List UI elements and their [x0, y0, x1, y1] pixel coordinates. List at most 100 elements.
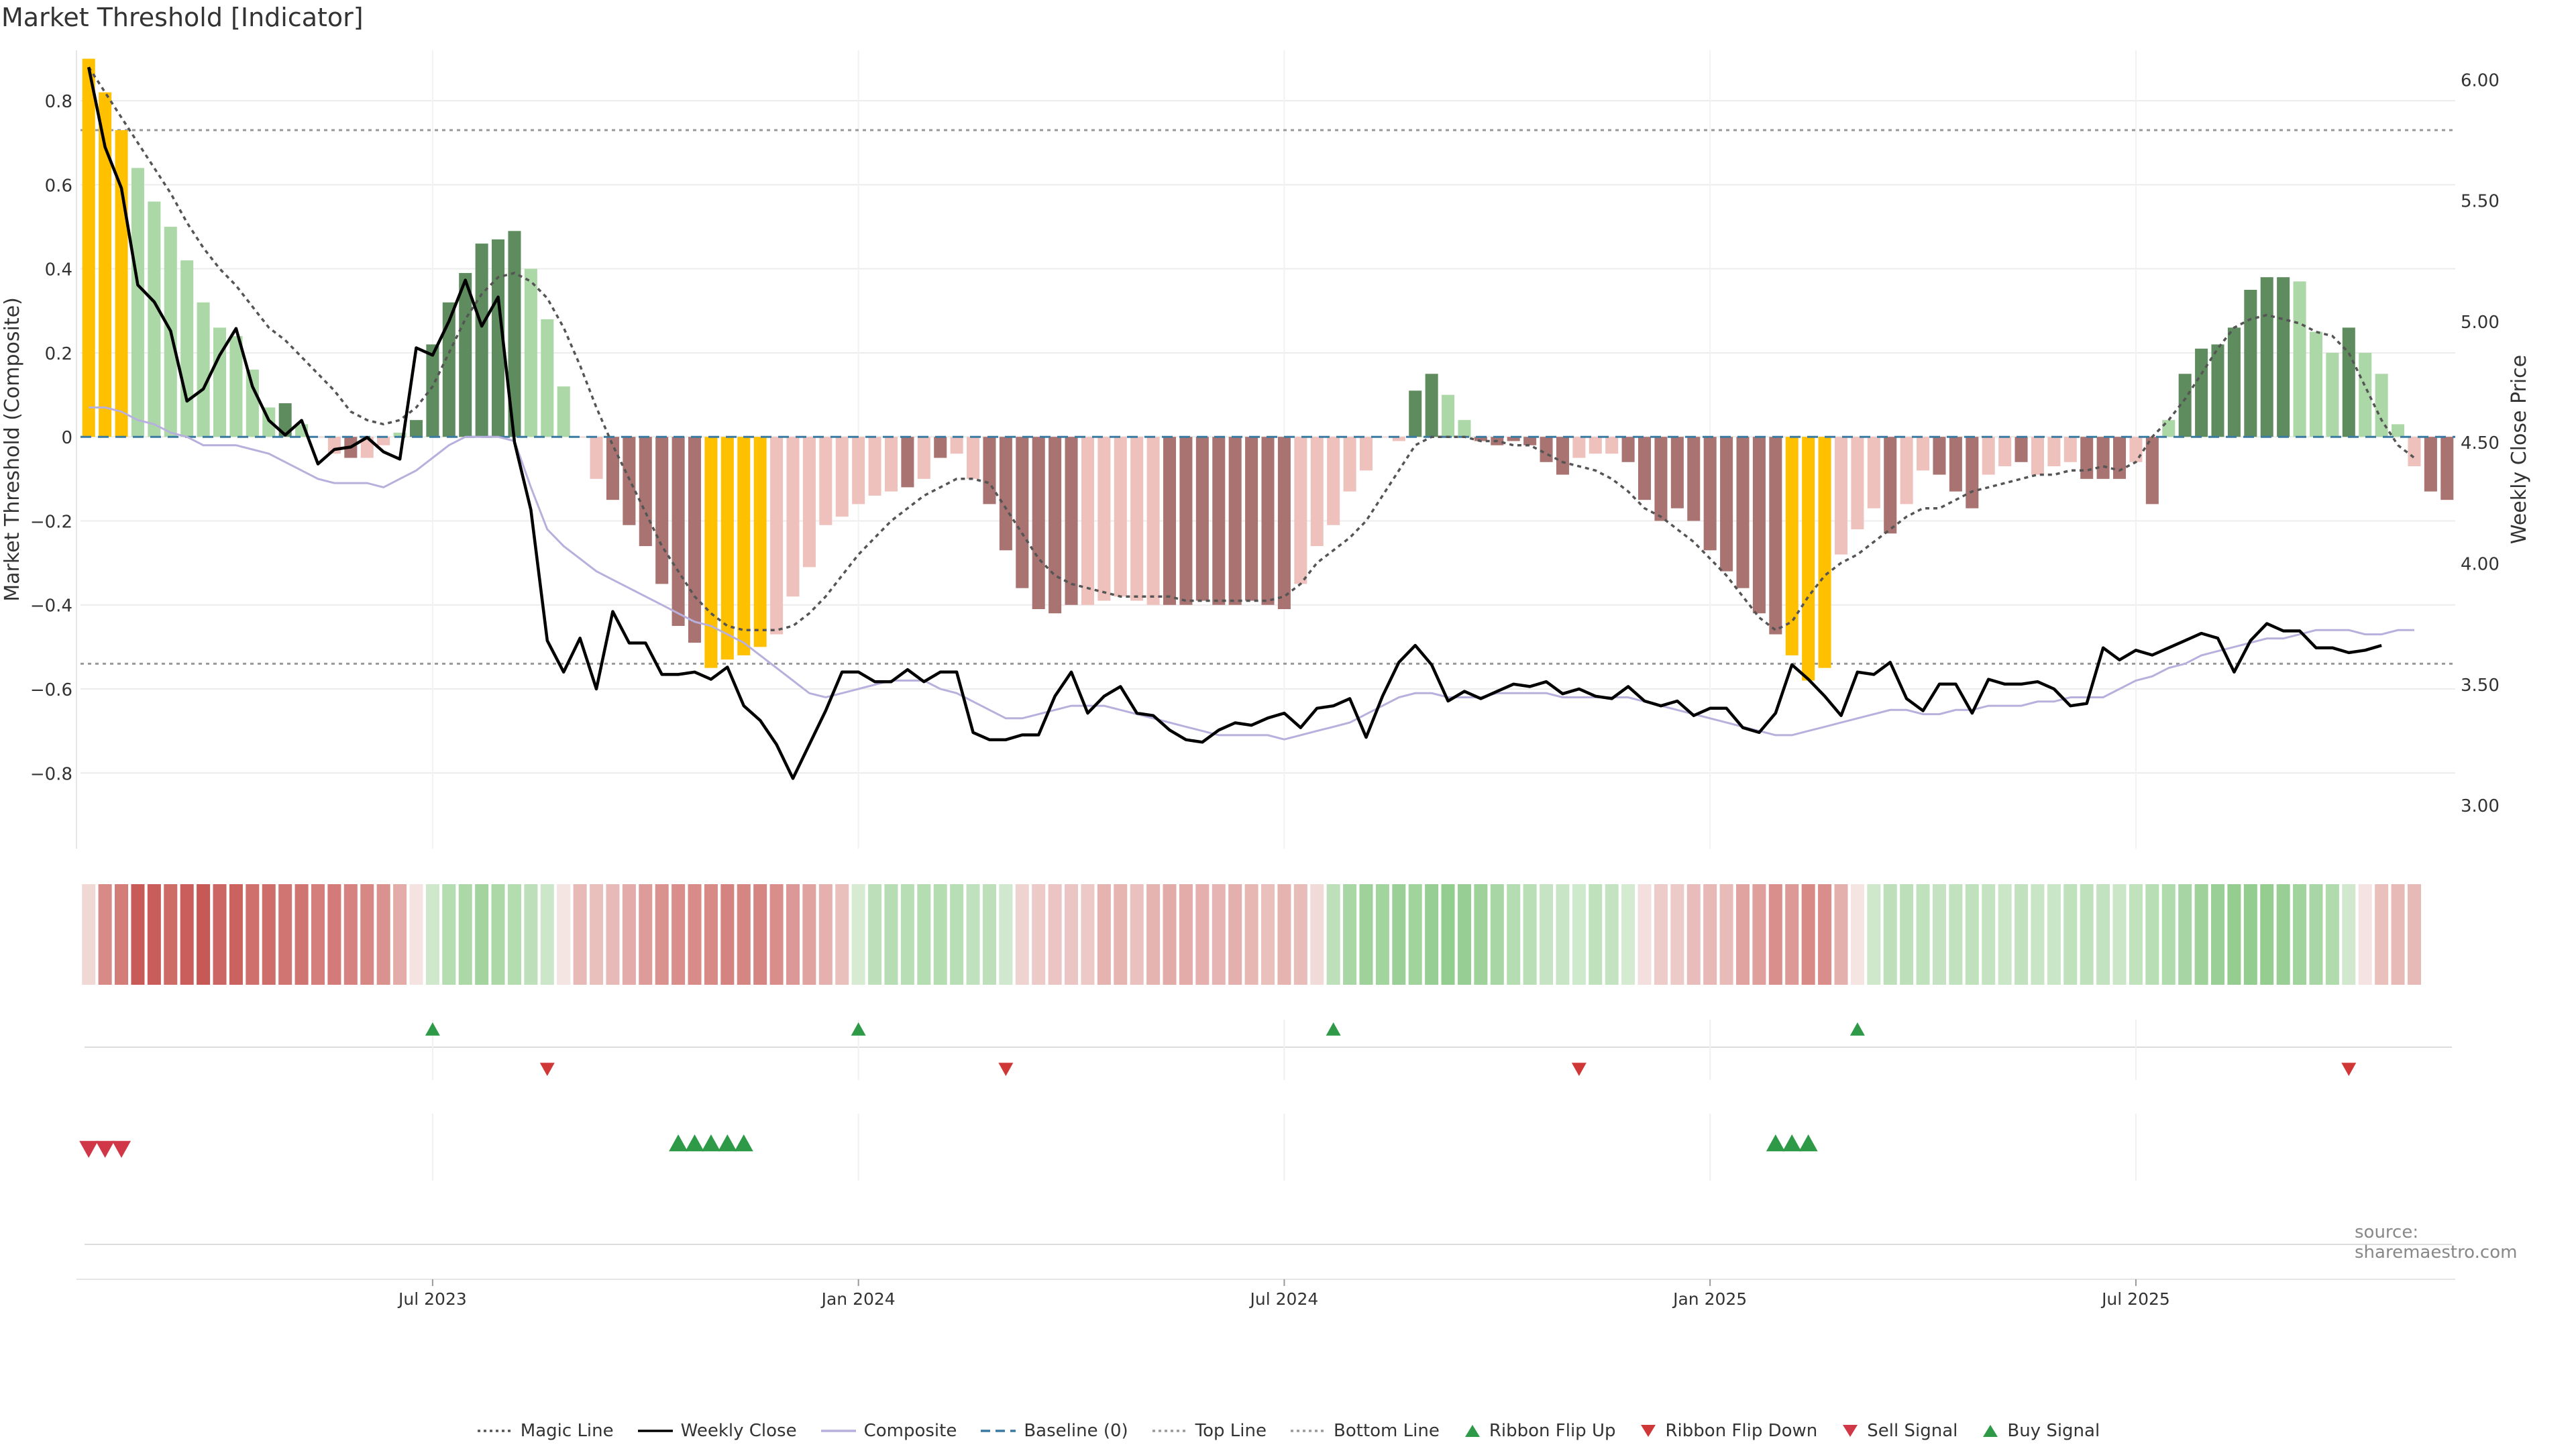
composite-bar	[2392, 424, 2405, 437]
ribbon-cell	[2210, 884, 2225, 985]
composite-bar	[802, 437, 816, 568]
legend-item: Weekly Close	[637, 1421, 797, 1441]
composite-bar	[2293, 281, 2306, 437]
composite-bar	[1802, 437, 1815, 681]
legend-item: Sell Signal	[1840, 1421, 1957, 1441]
composite-bar	[459, 272, 472, 437]
ribbon-cell	[294, 884, 309, 985]
composite-bar	[2145, 437, 2159, 504]
composite-bar	[1670, 437, 1684, 508]
ribbon-cell	[1065, 884, 1079, 985]
ribbon-cell	[802, 884, 816, 985]
composite-bar	[2277, 277, 2290, 437]
composite-bar	[1884, 437, 1897, 534]
composite-bar	[1179, 437, 1193, 605]
ribbon-cell	[1670, 884, 1684, 985]
composite-bar	[2408, 437, 2421, 467]
composite-bar	[2080, 437, 2094, 479]
y-tick-label: 0.6	[45, 176, 72, 196]
ribbon-cell	[1114, 884, 1128, 985]
composite-bar	[1409, 390, 1422, 437]
y2-tick-label: 4.00	[2461, 554, 2500, 574]
sell-signal-marker	[79, 1140, 99, 1158]
x-tick-label: Jul 2023	[397, 1289, 467, 1309]
composite-bar	[1195, 437, 1209, 601]
composite-bar	[1736, 437, 1750, 588]
weekly-close-line	[87, 66, 2382, 780]
composite-bar	[1720, 437, 1733, 572]
composite-bar	[917, 437, 930, 479]
buy-sell-signal-markers	[79, 1134, 1818, 1158]
ribbon-cell	[1638, 884, 1652, 985]
legend-swatch	[820, 1430, 856, 1432]
composite-bar	[967, 437, 980, 479]
composite-bar	[1769, 437, 1782, 635]
ribbon-cell	[818, 884, 833, 985]
composite-bar	[524, 268, 537, 437]
composite-bar	[1523, 437, 1537, 445]
ribbon-cell	[2096, 884, 2110, 985]
ribbon-cell	[164, 884, 178, 985]
ribbon-cell	[82, 884, 96, 985]
ribbon-cell	[2194, 884, 2208, 985]
composite-bar	[508, 231, 521, 437]
ribbon-flip-markers	[425, 1022, 2357, 1076]
y2-axis-label: Weekly Close Price	[2508, 355, 2531, 544]
composite-bar	[934, 437, 947, 458]
ribbon-cell	[1244, 884, 1258, 985]
legend-item: Ribbon Flip Up	[1462, 1421, 1615, 1441]
ribbon-flip-down-marker	[1571, 1063, 1587, 1076]
ribbon-cell	[1048, 884, 1062, 985]
ribbon-cell	[786, 884, 800, 985]
composite-bar	[1867, 437, 1880, 508]
composite-bar	[1900, 437, 1913, 504]
y2-tick-label: 3.00	[2461, 796, 2500, 816]
ribbon-cell	[2276, 884, 2290, 985]
composite-bar	[2440, 437, 2454, 500]
composite-bar	[2162, 420, 2176, 437]
composite-bar	[409, 420, 423, 437]
buy-signal-marker	[1766, 1134, 1785, 1152]
legend-label: Ribbon Flip Down	[1665, 1421, 1818, 1441]
composite-bar	[655, 437, 669, 584]
composite-bar	[1294, 437, 1307, 584]
ribbon-cell	[540, 884, 554, 985]
composite-bar	[229, 335, 243, 437]
legend-label: Sell Signal	[1867, 1421, 1958, 1441]
ribbon-flip-up-marker	[1849, 1022, 1865, 1036]
ribbon-cell	[1523, 884, 1537, 985]
ribbon-cell	[2112, 884, 2127, 985]
ribbon-cell	[409, 884, 423, 985]
composite-bar	[1343, 437, 1356, 492]
ribbon-cell	[197, 884, 211, 985]
ribbon-cell	[131, 884, 145, 985]
y-tick-label: 0.4	[45, 260, 72, 280]
legend-label: Weekly Close	[680, 1421, 797, 1441]
composite-bar	[1359, 437, 1373, 471]
x-tick-label: Jan 2025	[1672, 1289, 1747, 1309]
composite-bar	[1277, 437, 1291, 609]
legend-swatch	[1641, 1425, 1656, 1437]
ribbon-cell	[2047, 884, 2061, 985]
y2-tick-label: 3.50	[2461, 676, 2500, 696]
ribbon-cell	[229, 884, 243, 985]
ribbon-cell	[1195, 884, 1210, 985]
ribbon-cell	[851, 884, 865, 985]
composite-bar	[2424, 437, 2437, 492]
legend-label: Magic Line	[520, 1421, 614, 1441]
composite-bar	[704, 437, 718, 668]
y-tick-label: 0.2	[45, 344, 72, 364]
legend-swatch	[477, 1430, 513, 1432]
ribbon-cell	[2391, 884, 2405, 985]
composite-bar	[770, 437, 784, 635]
composite-bar	[2129, 437, 2143, 462]
ribbon-flip-up-marker	[851, 1022, 866, 1036]
ribbon-cell	[1359, 884, 1373, 985]
ribbon-cell	[1900, 884, 1914, 985]
buy-signal-marker	[685, 1134, 704, 1152]
composite-bar	[393, 432, 407, 437]
composite-bar	[950, 437, 963, 454]
composite-bar	[2359, 352, 2372, 437]
composite-bar	[2015, 437, 2028, 462]
legend-label: Baseline (0)	[1024, 1421, 1128, 1441]
